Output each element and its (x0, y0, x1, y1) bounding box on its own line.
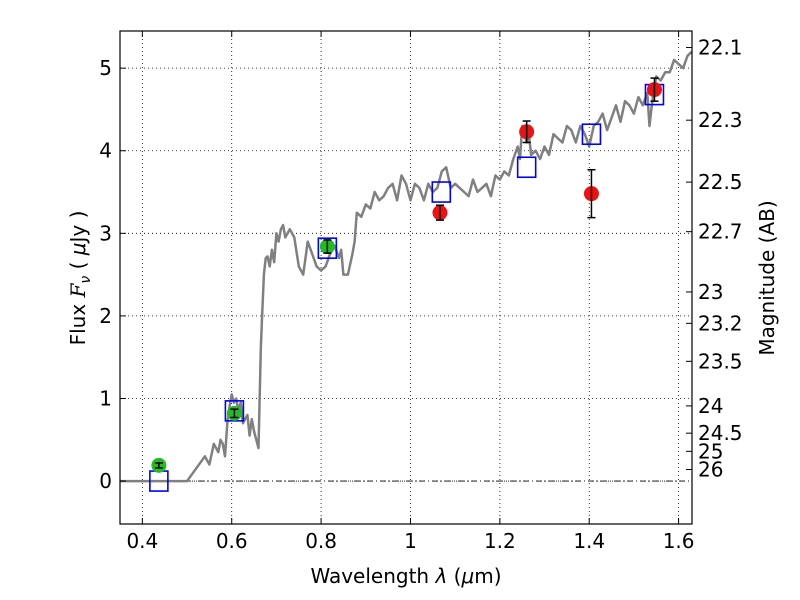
y2-tick-label: 22.1 (698, 36, 743, 60)
x-axis-label: Wavelength λ (μm) (310, 564, 501, 588)
y2-tick-label: 25 (698, 439, 723, 463)
y2-tick-label: 23 (698, 280, 723, 304)
y2-tick-label: 22.7 (698, 220, 743, 244)
y-tick-label: 1 (99, 386, 112, 410)
y-tick-label: 0 (99, 469, 112, 493)
x-tick-label: 0.8 (305, 529, 337, 553)
y2-tick-label: 22.3 (698, 108, 743, 132)
grid (120, 31, 692, 524)
y-tick-label: 2 (99, 304, 112, 328)
x-tick-label: 1.2 (484, 529, 516, 553)
y2-tick-label: 26 (698, 457, 723, 481)
x-tick-label: 1 (404, 529, 417, 553)
y2-axis-label: Magnitude (AB) (755, 200, 779, 355)
model-photometry-square (317, 237, 338, 259)
x-tick-label: 0.6 (216, 529, 248, 553)
y2-tick-label: 22.5 (698, 170, 743, 194)
y-axis-label: Flux Fν ( μJy ) (66, 211, 94, 346)
y-tick-label: 3 (99, 221, 112, 245)
model-photometry-square (224, 400, 245, 422)
y2-tick-label: 23.2 (698, 311, 743, 335)
plot-frame (119, 30, 693, 525)
y-tick-label: 5 (99, 56, 112, 80)
y2-tick-label: 24.5 (698, 421, 743, 445)
y2-tick-label: 24 (698, 394, 723, 418)
ticks: 0.4 0.6 0.8 1 1.2 1.4 1.601234522.122.322.522.… (99, 31, 743, 553)
y2-tick-label: 23.5 (698, 349, 743, 373)
x-tick-label: 1.4 (573, 529, 605, 553)
model-photometry-square (581, 123, 602, 146)
model-photometry-square (431, 181, 452, 203)
spectrum-line (120, 50, 693, 483)
x-tick-label: 0.4 (126, 529, 158, 553)
y-tick-label: 4 (99, 139, 112, 163)
x-tick-label: 1.6 (663, 529, 695, 553)
plot-area (120, 50, 693, 492)
model-photometry-square (516, 156, 537, 179)
